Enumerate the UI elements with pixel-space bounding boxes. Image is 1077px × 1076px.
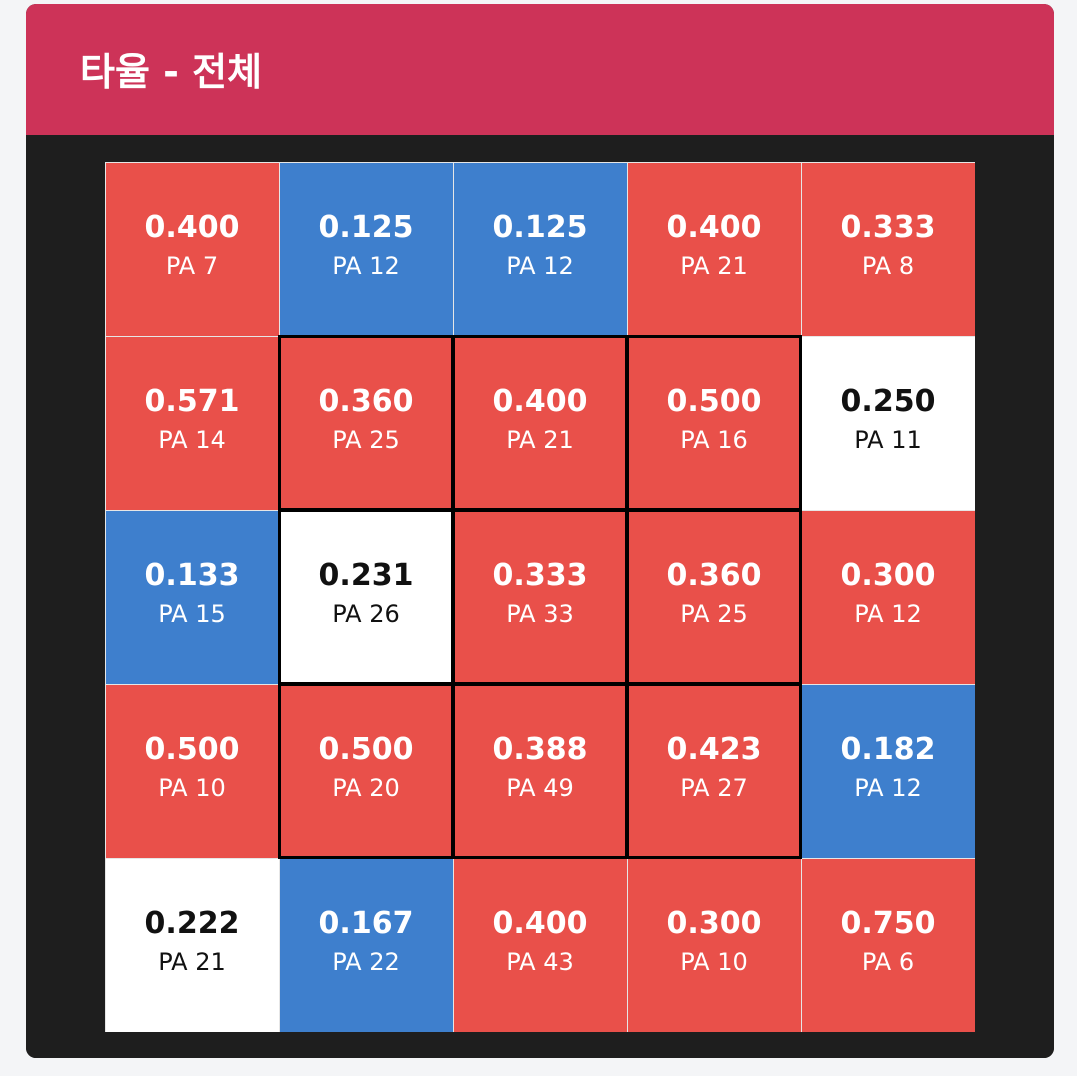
batting-average-value: 0.571 (144, 384, 240, 419)
zone-cell-r4-c3: 0.388 PA 49 (452, 683, 628, 859)
card-title: 타율 - 전체 (80, 50, 263, 94)
plate-appearances-value: PA 25 (332, 426, 400, 454)
batting-average-value: 0.333 (492, 558, 588, 593)
batting-average-value: 0.500 (666, 384, 762, 419)
plate-appearances-value: PA 11 (854, 426, 922, 454)
zone-cell-r3-c4: 0.360 PA 25 (626, 509, 802, 685)
batting-average-value: 0.500 (144, 732, 240, 767)
batting-average-value: 0.300 (666, 906, 762, 941)
plate-appearances-value: PA 16 (680, 426, 748, 454)
plate-appearances-value: PA 15 (158, 600, 226, 628)
zone-cell-r5-c4: 0.300 PA 10 (627, 858, 801, 1032)
batting-average-value: 0.133 (144, 558, 240, 593)
plate-appearances-value: PA 10 (158, 774, 226, 802)
zone-cell-r2-c4: 0.500 PA 16 (626, 335, 802, 511)
batting-average-value: 0.400 (144, 210, 240, 245)
batting-average-value: 0.333 (840, 210, 936, 245)
plate-appearances-value: PA 25 (680, 600, 748, 628)
zone-cell-r4-c5: 0.182 PA 12 (801, 684, 975, 858)
card-body: 0.400 PA 7 0.125 PA 12 0.125 PA 12 0.400 PA 21 0… (26, 135, 1054, 1058)
batting-average-value: 0.231 (318, 558, 414, 593)
plate-appearances-value: PA 14 (158, 426, 226, 454)
batting-average-value: 0.400 (666, 210, 762, 245)
zone-cell-r2-c5: 0.250 PA 11 (801, 336, 975, 510)
zone-cell-r2-c3: 0.400 PA 21 (452, 335, 628, 511)
plate-appearances-value: PA 12 (506, 252, 574, 280)
batting-average-value: 0.250 (840, 384, 936, 419)
batting-average-value: 0.182 (840, 732, 936, 767)
zone-cell-r3-c1: 0.133 PA 15 (105, 510, 279, 684)
batting-average-value: 0.388 (492, 732, 588, 767)
zone-cell-r3-c5: 0.300 PA 12 (801, 510, 975, 684)
plate-appearances-value: PA 43 (506, 948, 574, 976)
zone-cell-r5-c3: 0.400 PA 43 (453, 858, 627, 1032)
card-header: 타율 - 전체 (26, 4, 1054, 135)
plate-appearances-value: PA 27 (680, 774, 748, 802)
batting-average-value: 0.360 (318, 384, 414, 419)
batting-average-value: 0.360 (666, 558, 762, 593)
zone-cell-r1-c3: 0.125 PA 12 (453, 162, 627, 336)
batting-average-card: 타율 - 전체 0.400 PA 7 0.125 PA 12 0.125 PA 12 0.4… (26, 4, 1054, 1058)
plate-appearances-value: PA 22 (332, 948, 400, 976)
plate-appearances-value: PA 6 (861, 948, 915, 976)
batting-average-value: 0.125 (492, 210, 588, 245)
plate-appearances-value: PA 21 (680, 252, 748, 280)
plate-appearances-value: PA 10 (680, 948, 748, 976)
batting-average-value: 0.167 (318, 906, 414, 941)
plate-appearances-value: PA 7 (165, 252, 219, 280)
batting-average-value: 0.222 (144, 906, 240, 941)
zone-cell-r1-c4: 0.400 PA 21 (627, 162, 801, 336)
zone-cell-r1-c1: 0.400 PA 7 (105, 162, 279, 336)
batting-average-value: 0.500 (318, 732, 414, 767)
batting-average-value: 0.400 (492, 906, 588, 941)
plate-appearances-value: PA 12 (854, 600, 922, 628)
plate-appearances-value: PA 49 (506, 774, 574, 802)
plate-appearances-value: PA 12 (854, 774, 922, 802)
plate-appearances-value: PA 26 (332, 600, 400, 628)
zone-cell-r3-c2: 0.231 PA 26 (278, 509, 454, 685)
zone-cell-r4-c2: 0.500 PA 20 (278, 683, 454, 859)
batting-average-value: 0.400 (492, 384, 588, 419)
plate-appearances-value: PA 8 (861, 252, 915, 280)
zone-cell-r3-c3: 0.333 PA 33 (452, 509, 628, 685)
plate-appearances-value: PA 21 (506, 426, 574, 454)
zone-cell-r5-c1: 0.222 PA 21 (105, 858, 279, 1032)
plate-appearances-value: PA 12 (332, 252, 400, 280)
batting-average-value: 0.300 (840, 558, 936, 593)
hot-cold-zone-heatmap: 0.400 PA 7 0.125 PA 12 0.125 PA 12 0.400 PA 21 0… (105, 162, 975, 1032)
zone-cell-r2-c1: 0.571 PA 14 (105, 336, 279, 510)
zone-cell-r2-c2: 0.360 PA 25 (278, 335, 454, 511)
zone-cell-r1-c5: 0.333 PA 8 (801, 162, 975, 336)
zone-cell-r4-c4: 0.423 PA 27 (626, 683, 802, 859)
plate-appearances-value: PA 33 (506, 600, 574, 628)
plate-appearances-value: PA 21 (158, 948, 226, 976)
zone-cell-r4-c1: 0.500 PA 10 (105, 684, 279, 858)
batting-average-value: 0.750 (840, 906, 936, 941)
plate-appearances-value: PA 20 (332, 774, 400, 802)
zone-cell-r1-c2: 0.125 PA 12 (279, 162, 453, 336)
zone-cell-r5-c5: 0.750 PA 6 (801, 858, 975, 1032)
batting-average-value: 0.125 (318, 210, 414, 245)
batting-average-value: 0.423 (666, 732, 762, 767)
zone-cell-r5-c2: 0.167 PA 22 (279, 858, 453, 1032)
